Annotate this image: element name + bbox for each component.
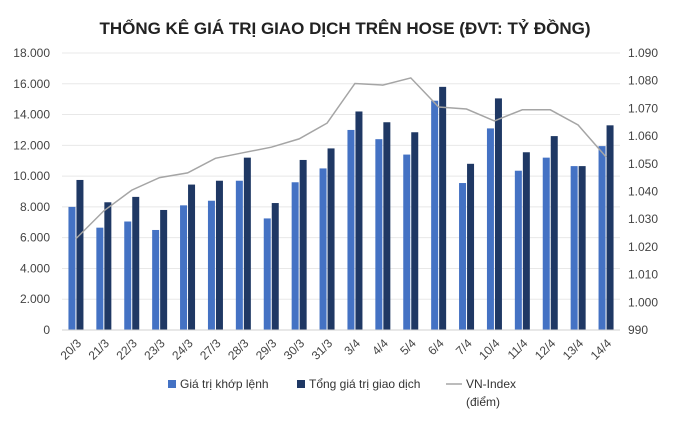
- bar-tong-gia-tri: [467, 163, 475, 330]
- x-tick-label: 20/3: [58, 336, 85, 363]
- y-right-tick-label: 1.050: [628, 157, 658, 171]
- bar-khop-lenh: [514, 170, 522, 330]
- x-tick-label: 24/3: [169, 336, 196, 363]
- bar-khop-lenh: [431, 100, 439, 330]
- x-tick-label: 7/4: [453, 336, 475, 358]
- bar-khop-lenh: [459, 183, 467, 330]
- bar-tong-gia-tri: [522, 152, 530, 330]
- x-tick-label: 13/4: [560, 336, 587, 363]
- bar-tong-gia-tri: [243, 157, 251, 330]
- bar-tong-gia-tri: [188, 184, 196, 330]
- x-tick-label: 5/4: [397, 336, 419, 358]
- vn-index-line: [75, 77, 607, 240]
- bar-khop-lenh: [180, 205, 188, 330]
- y-left-tick-label: 4.000: [20, 261, 50, 275]
- bar-tong-gia-tri: [550, 136, 558, 330]
- y-left-tick-label: 2.000: [20, 292, 50, 306]
- bar-khop-lenh: [152, 229, 160, 330]
- bar-tong-gia-tri: [327, 148, 335, 330]
- bar-tong-gia-tri: [271, 203, 279, 330]
- y-right-tick-label: 1.030: [628, 212, 658, 226]
- legend-label-khop-lenh: Giá trị khớp lệnh: [180, 377, 269, 391]
- bar-tong-gia-tri: [606, 125, 614, 330]
- y-right-tick-label: 1.020: [628, 240, 658, 254]
- x-tick-label: 11/4: [505, 336, 531, 362]
- y-right-tick-label: 1.060: [628, 129, 658, 143]
- legend-label-vn-index-unit: (điểm): [466, 395, 500, 409]
- bar-tong-gia-tri: [411, 132, 419, 330]
- bar-tong-gia-tri: [132, 196, 140, 330]
- x-tick-label: 3/4: [341, 336, 363, 358]
- x-tick-label: 12/4: [532, 336, 559, 363]
- y-right-tick-label: 1.010: [628, 268, 658, 282]
- bar-khop-lenh: [96, 227, 104, 330]
- y-left-tick-label: 10.000: [13, 169, 50, 183]
- y-left-tick-label: 8.000: [20, 200, 50, 214]
- legend-swatch-khop-lenh: [168, 380, 176, 388]
- x-tick-label: 29/3: [253, 336, 280, 363]
- y-right-tick-label: 1.000: [628, 295, 658, 309]
- bar-khop-lenh: [542, 157, 550, 330]
- bar-tong-gia-tri: [578, 166, 586, 330]
- legend-label-vn-index: VN-Index: [466, 377, 516, 391]
- bar-tong-gia-tri: [76, 179, 84, 330]
- x-tick-label: 23/3: [141, 336, 168, 363]
- bar-khop-lenh: [347, 129, 355, 330]
- bar-tong-gia-tri: [355, 111, 363, 330]
- y-right-tick-label: 1.080: [628, 74, 658, 88]
- bar-tong-gia-tri: [494, 98, 502, 331]
- bar-khop-lenh: [375, 139, 383, 330]
- legend-label-tong-gia-tri: Tổng giá trị giao dịch: [309, 377, 420, 391]
- chart-title: THỐNG KÊ GIÁ TRỊ GIAO DỊCH TRÊN HOSE (ĐV…: [99, 18, 590, 38]
- y-right-tick-label: 1.040: [628, 185, 658, 199]
- y-left-tick-label: 0: [43, 323, 50, 337]
- bar-tong-gia-tri: [299, 159, 307, 330]
- bar-tong-gia-tri: [104, 202, 112, 330]
- bar-khop-lenh: [207, 200, 215, 330]
- bar-khop-lenh: [291, 182, 299, 330]
- bar-tong-gia-tri: [383, 122, 391, 330]
- bar-khop-lenh: [263, 218, 271, 330]
- y-left-tick-label: 6.000: [20, 231, 50, 245]
- bar-tong-gia-tri: [439, 86, 447, 330]
- bar-khop-lenh: [68, 206, 76, 330]
- y-right-tick-label: 1.070: [628, 101, 658, 115]
- x-tick-label: 4/4: [369, 336, 391, 358]
- y-left-tick-label: 16.000: [13, 77, 50, 91]
- x-tick-label: 10/4: [476, 336, 503, 363]
- x-tick-label: 14/4: [588, 336, 615, 363]
- bar-khop-lenh: [403, 154, 411, 330]
- bar-khop-lenh: [124, 221, 132, 330]
- bar-tong-gia-tri: [215, 180, 223, 330]
- x-tick-label: 30/3: [281, 336, 308, 363]
- bar-khop-lenh: [235, 180, 243, 330]
- x-tick-label: 22/3: [113, 336, 140, 363]
- bar-khop-lenh: [486, 128, 494, 330]
- x-tick-label: 28/3: [225, 336, 252, 363]
- bar-khop-lenh: [598, 146, 606, 330]
- bar-khop-lenh: [319, 168, 327, 330]
- y-right-tick-label: 1.090: [628, 46, 658, 60]
- x-tick-label: 31/3: [309, 336, 336, 363]
- x-tick-label: 21/3: [86, 336, 113, 363]
- x-tick-label: 27/3: [197, 336, 224, 363]
- y-left-tick-label: 14.000: [13, 108, 50, 122]
- y-left-tick-label: 18.000: [13, 46, 50, 60]
- bar-khop-lenh: [570, 166, 578, 330]
- legend-swatch-tong-gia-tri: [297, 380, 305, 388]
- x-tick-label: 6/4: [425, 336, 447, 358]
- bar-tong-gia-tri: [160, 209, 168, 330]
- y-right-tick-label: 990: [628, 323, 648, 337]
- y-left-tick-label: 12.000: [13, 138, 50, 152]
